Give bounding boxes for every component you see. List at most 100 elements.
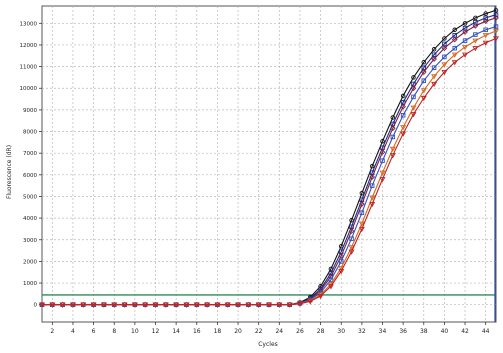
data-point xyxy=(431,56,437,62)
x-tick-label: 2 xyxy=(50,328,54,335)
data-point xyxy=(420,88,427,94)
data-point xyxy=(431,65,437,70)
x-tick-label: 42 xyxy=(461,328,469,335)
data-point xyxy=(462,38,468,43)
data-point xyxy=(90,302,97,308)
x-tick-label: 44 xyxy=(482,328,490,335)
data-point xyxy=(245,302,252,308)
data-point xyxy=(390,134,396,140)
y-tick-label: 1000 xyxy=(23,281,37,287)
data-point xyxy=(173,302,180,308)
data-point xyxy=(379,149,386,155)
data-point xyxy=(59,302,66,308)
data-point xyxy=(493,15,499,21)
data-point xyxy=(80,302,87,308)
data-point xyxy=(421,60,427,65)
series-line xyxy=(42,37,497,306)
data-point xyxy=(493,28,499,34)
data-point xyxy=(162,302,169,308)
data-point xyxy=(452,27,457,33)
data-point xyxy=(441,45,448,52)
x-tick-label: 28 xyxy=(317,328,325,335)
data-point xyxy=(348,228,355,234)
y-tick-label: 5000 xyxy=(23,194,37,200)
y-tick-label: 2000 xyxy=(23,259,37,265)
data-point xyxy=(338,253,345,259)
data-point xyxy=(442,36,447,41)
data-point xyxy=(442,54,447,60)
data-point xyxy=(400,131,407,137)
y-tick-label: 11000 xyxy=(20,65,38,71)
data-point xyxy=(431,81,438,88)
data-point xyxy=(482,18,489,24)
x-tick-label: 8 xyxy=(112,328,116,335)
data-point xyxy=(400,113,406,118)
data-point xyxy=(380,139,385,144)
data-point xyxy=(483,15,488,21)
y-tick-label: 0 xyxy=(34,303,38,309)
x-tick-label: 40 xyxy=(441,328,449,335)
data-point xyxy=(348,245,355,251)
data-point xyxy=(420,95,427,102)
data-point xyxy=(410,105,417,111)
data-point xyxy=(369,195,376,201)
data-point xyxy=(462,21,468,26)
data-point xyxy=(483,27,488,33)
data-point xyxy=(441,62,448,68)
data-point xyxy=(411,94,416,100)
x-tick-label: 18 xyxy=(214,328,222,335)
x-tick-label: 14 xyxy=(172,328,180,335)
data-point xyxy=(482,33,489,39)
data-point xyxy=(462,52,469,58)
data-point xyxy=(493,12,499,17)
x-tick-label: 36 xyxy=(399,328,407,335)
data-point xyxy=(400,125,407,131)
data-point xyxy=(473,15,478,21)
axis-layer: 2 4 6 8 10 12 14 16 18 20 22 24 26 28 30 32 34 36 38 40 42 44… xyxy=(20,21,490,335)
data-point xyxy=(441,69,448,76)
data-point xyxy=(49,302,56,308)
x-tick-label: 16 xyxy=(193,328,201,335)
data-point xyxy=(183,302,190,308)
data-point xyxy=(472,38,479,44)
data-point xyxy=(121,302,128,308)
y-tick-label: 12000 xyxy=(20,43,38,49)
x-tick-label: 24 xyxy=(275,328,283,335)
y-tick-label: 6000 xyxy=(23,173,37,179)
x-tick-label: 20 xyxy=(234,328,242,335)
x-tick-label: 26 xyxy=(296,328,304,335)
x-tick-label: 4 xyxy=(71,328,75,335)
data-point xyxy=(473,32,478,37)
data-point xyxy=(142,302,149,308)
data-point xyxy=(255,302,262,308)
y-tick-label: 3000 xyxy=(23,238,37,244)
data-point xyxy=(266,302,272,308)
data-point xyxy=(358,221,365,227)
data-point xyxy=(462,29,468,35)
x-tick-label: 38 xyxy=(420,328,428,335)
y-axis-label: Fluorescence (dR) xyxy=(6,145,13,199)
data-point xyxy=(389,153,396,159)
x-tick-label: 6 xyxy=(92,328,96,335)
plot-area xyxy=(41,5,497,323)
data-point xyxy=(349,218,354,223)
data-point xyxy=(111,302,118,308)
data-point xyxy=(431,47,437,52)
y-tick-label: 8000 xyxy=(23,130,37,136)
series-6 xyxy=(39,36,499,308)
data-point xyxy=(410,112,417,118)
data-point xyxy=(379,170,386,176)
data-point xyxy=(462,45,469,51)
data-point xyxy=(411,75,416,80)
data-point xyxy=(483,11,488,16)
y-tick-label: 9000 xyxy=(23,108,37,114)
data-point xyxy=(493,24,499,29)
data-point xyxy=(131,302,138,308)
data-point xyxy=(348,249,355,255)
x-tick-label: 12 xyxy=(152,328,160,335)
data-point xyxy=(338,269,345,275)
x-tick-label: 30 xyxy=(337,328,345,335)
data-point xyxy=(193,302,200,308)
data-point xyxy=(100,302,107,308)
